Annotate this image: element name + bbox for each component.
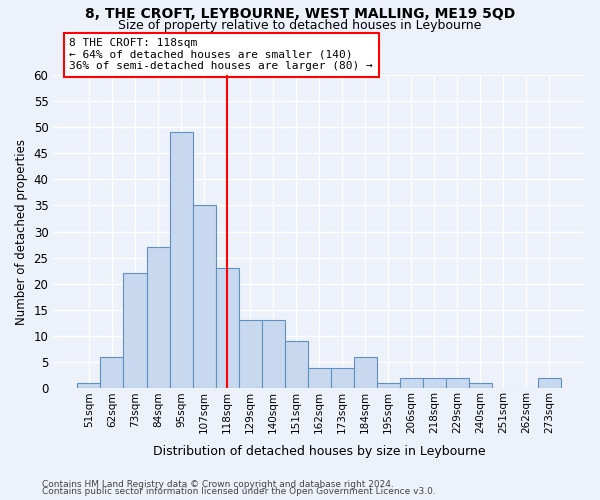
Bar: [193, 206, 215, 388]
X-axis label: Distribution of detached houses by size in Leybourne: Distribution of detached houses by size …: [153, 444, 485, 458]
Bar: [170, 132, 193, 388]
Bar: [215, 268, 239, 388]
Bar: [423, 378, 446, 388]
Bar: [331, 368, 353, 388]
Y-axis label: Number of detached properties: Number of detached properties: [15, 138, 28, 324]
Bar: [446, 378, 469, 388]
Bar: [469, 384, 492, 388]
Bar: [377, 384, 400, 388]
Text: 8, THE CROFT, LEYBOURNE, WEST MALLING, ME19 5QD: 8, THE CROFT, LEYBOURNE, WEST MALLING, M…: [85, 8, 515, 22]
Text: 8 THE CROFT: 118sqm
← 64% of detached houses are smaller (140)
36% of semi-detac: 8 THE CROFT: 118sqm ← 64% of detached ho…: [69, 38, 373, 72]
Bar: [308, 368, 331, 388]
Bar: [124, 274, 146, 388]
Bar: [262, 320, 284, 388]
Text: Contains HM Land Registry data © Crown copyright and database right 2024.: Contains HM Land Registry data © Crown c…: [42, 480, 394, 489]
Bar: [100, 357, 124, 388]
Bar: [538, 378, 561, 388]
Bar: [239, 320, 262, 388]
Bar: [77, 384, 100, 388]
Bar: [353, 357, 377, 388]
Text: Contains public sector information licensed under the Open Government Licence v3: Contains public sector information licen…: [42, 487, 436, 496]
Bar: [284, 342, 308, 388]
Text: Size of property relative to detached houses in Leybourne: Size of property relative to detached ho…: [118, 18, 482, 32]
Bar: [400, 378, 423, 388]
Bar: [146, 247, 170, 388]
